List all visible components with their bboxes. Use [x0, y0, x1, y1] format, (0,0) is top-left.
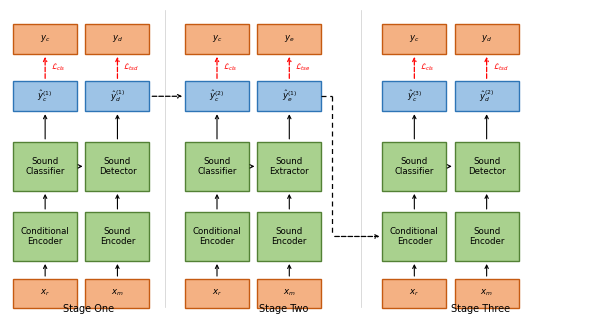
- FancyBboxPatch shape: [185, 142, 249, 191]
- FancyBboxPatch shape: [454, 24, 519, 54]
- FancyBboxPatch shape: [13, 279, 77, 308]
- FancyBboxPatch shape: [257, 81, 321, 111]
- Text: $y_c$: $y_c$: [40, 33, 50, 44]
- Text: Conditional
Encoder: Conditional Encoder: [192, 227, 241, 246]
- FancyBboxPatch shape: [383, 212, 446, 261]
- Text: $x_r$: $x_r$: [409, 288, 419, 299]
- Text: Sound
Classifier: Sound Classifier: [26, 157, 65, 176]
- FancyBboxPatch shape: [13, 212, 77, 261]
- Text: $x_m$: $x_m$: [283, 288, 296, 299]
- Text: $\mathcal{L}_{tse}$: $\mathcal{L}_{tse}$: [295, 62, 311, 73]
- Text: Sound
Classifier: Sound Classifier: [394, 157, 434, 176]
- FancyBboxPatch shape: [257, 212, 321, 261]
- Text: Sound
Detector: Sound Detector: [468, 157, 505, 176]
- FancyBboxPatch shape: [257, 142, 321, 191]
- FancyBboxPatch shape: [454, 279, 519, 308]
- FancyBboxPatch shape: [185, 212, 249, 261]
- Text: $\hat{y}_d^{(2)}$: $\hat{y}_d^{(2)}$: [479, 89, 494, 104]
- Text: $\mathcal{L}_{cls}$: $\mathcal{L}_{cls}$: [223, 62, 238, 73]
- Text: $\hat{y}_c^{(1)}$: $\hat{y}_c^{(1)}$: [37, 89, 53, 104]
- Text: $y_c$: $y_c$: [211, 33, 222, 44]
- Text: $\hat{y}_e^{(1)}$: $\hat{y}_e^{(1)}$: [282, 89, 297, 104]
- FancyBboxPatch shape: [185, 279, 249, 308]
- Text: Sound
Detector: Sound Detector: [99, 157, 136, 176]
- FancyBboxPatch shape: [86, 24, 150, 54]
- Text: $x_m$: $x_m$: [111, 288, 124, 299]
- FancyBboxPatch shape: [257, 279, 321, 308]
- FancyBboxPatch shape: [383, 279, 446, 308]
- FancyBboxPatch shape: [185, 24, 249, 54]
- Text: $y_c$: $y_c$: [409, 33, 419, 44]
- Text: Sound
Encoder: Sound Encoder: [271, 227, 307, 246]
- Text: Stage One: Stage One: [63, 304, 114, 314]
- Text: Conditional
Encoder: Conditional Encoder: [21, 227, 69, 246]
- Text: Stage Three: Stage Three: [451, 304, 510, 314]
- FancyBboxPatch shape: [454, 142, 519, 191]
- Text: $x_r$: $x_r$: [212, 288, 222, 299]
- FancyBboxPatch shape: [86, 279, 150, 308]
- Text: $y_d$: $y_d$: [481, 33, 492, 44]
- Text: $\mathcal{L}_{cls}$: $\mathcal{L}_{cls}$: [421, 62, 435, 73]
- FancyBboxPatch shape: [257, 24, 321, 54]
- FancyBboxPatch shape: [13, 81, 77, 111]
- Text: $y_e$: $y_e$: [284, 33, 295, 44]
- Text: Sound
Extractor: Sound Extractor: [270, 157, 309, 176]
- Text: $\mathcal{L}_{cls}$: $\mathcal{L}_{cls}$: [51, 62, 65, 73]
- FancyBboxPatch shape: [383, 24, 446, 54]
- FancyBboxPatch shape: [86, 212, 150, 261]
- Text: Conditional
Encoder: Conditional Encoder: [390, 227, 439, 246]
- FancyBboxPatch shape: [454, 212, 519, 261]
- Text: $\hat{y}_c^{(2)}$: $\hat{y}_c^{(2)}$: [209, 89, 225, 104]
- Text: $\mathcal{L}_{tsd}$: $\mathcal{L}_{tsd}$: [124, 62, 139, 73]
- Text: $\hat{y}_d^{(1)}$: $\hat{y}_d^{(1)}$: [110, 89, 125, 104]
- FancyBboxPatch shape: [454, 81, 519, 111]
- Text: Sound
Classifier: Sound Classifier: [197, 157, 236, 176]
- Text: $x_m$: $x_m$: [481, 288, 493, 299]
- Text: Sound
Encoder: Sound Encoder: [469, 227, 504, 246]
- FancyBboxPatch shape: [185, 81, 249, 111]
- FancyBboxPatch shape: [383, 142, 446, 191]
- Text: Sound
Encoder: Sound Encoder: [100, 227, 135, 246]
- FancyBboxPatch shape: [13, 142, 77, 191]
- Text: $\mathcal{L}_{tsd}$: $\mathcal{L}_{tsd}$: [492, 62, 508, 73]
- FancyBboxPatch shape: [86, 142, 150, 191]
- Text: $x_r$: $x_r$: [40, 288, 50, 299]
- FancyBboxPatch shape: [383, 81, 446, 111]
- FancyBboxPatch shape: [86, 81, 150, 111]
- Text: $y_d$: $y_d$: [112, 33, 123, 44]
- Text: $\hat{y}_c^{(3)}$: $\hat{y}_c^{(3)}$: [407, 89, 422, 104]
- FancyBboxPatch shape: [13, 24, 77, 54]
- Text: Stage Two: Stage Two: [259, 304, 309, 314]
